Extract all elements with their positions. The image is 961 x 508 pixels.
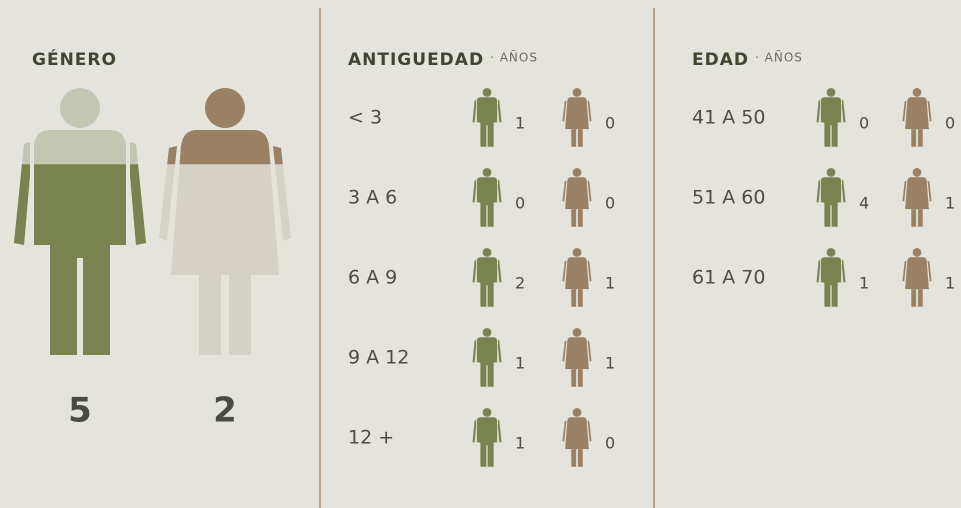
row-label: < 3 xyxy=(348,107,382,129)
male-count: 0 xyxy=(859,114,869,133)
section-title: GÉNERO xyxy=(32,48,117,70)
female-figure xyxy=(159,88,291,355)
male-count: 1 xyxy=(515,114,525,133)
male-figure xyxy=(14,88,146,355)
male-fill xyxy=(14,164,146,355)
female-icon xyxy=(562,248,592,307)
female-icon xyxy=(562,168,592,227)
section-unit: · AÑOS xyxy=(755,50,803,65)
row-label: 41 A 50 xyxy=(692,107,765,129)
male-icon xyxy=(472,408,502,467)
section-unit: · AÑOS xyxy=(490,50,538,65)
male-count: 2 xyxy=(515,274,525,293)
male-icon xyxy=(472,248,502,307)
female-count: 0 xyxy=(945,114,955,133)
row-label: 61 A 70 xyxy=(692,267,765,289)
female-icon xyxy=(902,168,932,227)
female-count: 0 xyxy=(605,434,615,453)
male-icon xyxy=(472,168,502,227)
male-icon xyxy=(816,88,846,147)
female-count: 1 xyxy=(945,194,955,213)
male-count: 0 xyxy=(515,194,525,213)
female-count: 1 xyxy=(605,354,615,373)
section-title: EDAD xyxy=(692,50,749,70)
female-icon xyxy=(902,88,932,147)
female-count: 2 xyxy=(213,391,237,431)
female-count: 1 xyxy=(605,274,615,293)
female-icon xyxy=(562,328,592,387)
female-icon xyxy=(562,88,592,147)
male-count: 1 xyxy=(515,354,525,373)
female-count: 0 xyxy=(605,114,615,133)
row-label: 3 A 6 xyxy=(348,187,397,209)
male-icon xyxy=(816,168,846,227)
female-icon xyxy=(902,248,932,307)
male-count: 4 xyxy=(859,194,869,213)
male-count: 5 xyxy=(68,391,92,431)
row-label: 9 A 12 xyxy=(348,347,409,369)
female-icon xyxy=(562,408,592,467)
row-label: 12 + xyxy=(348,427,394,449)
row-label: 6 A 9 xyxy=(348,267,397,289)
male-count: 1 xyxy=(515,434,525,453)
male-icon xyxy=(472,328,502,387)
male-icon xyxy=(472,88,502,147)
female-count: 1 xyxy=(945,274,955,293)
row-label: 51 A 60 xyxy=(692,187,765,209)
male-icon xyxy=(816,248,846,307)
female-count: 0 xyxy=(605,194,615,213)
section-title: ANTIGUEDAD xyxy=(348,50,484,70)
male-count: 1 xyxy=(859,274,869,293)
